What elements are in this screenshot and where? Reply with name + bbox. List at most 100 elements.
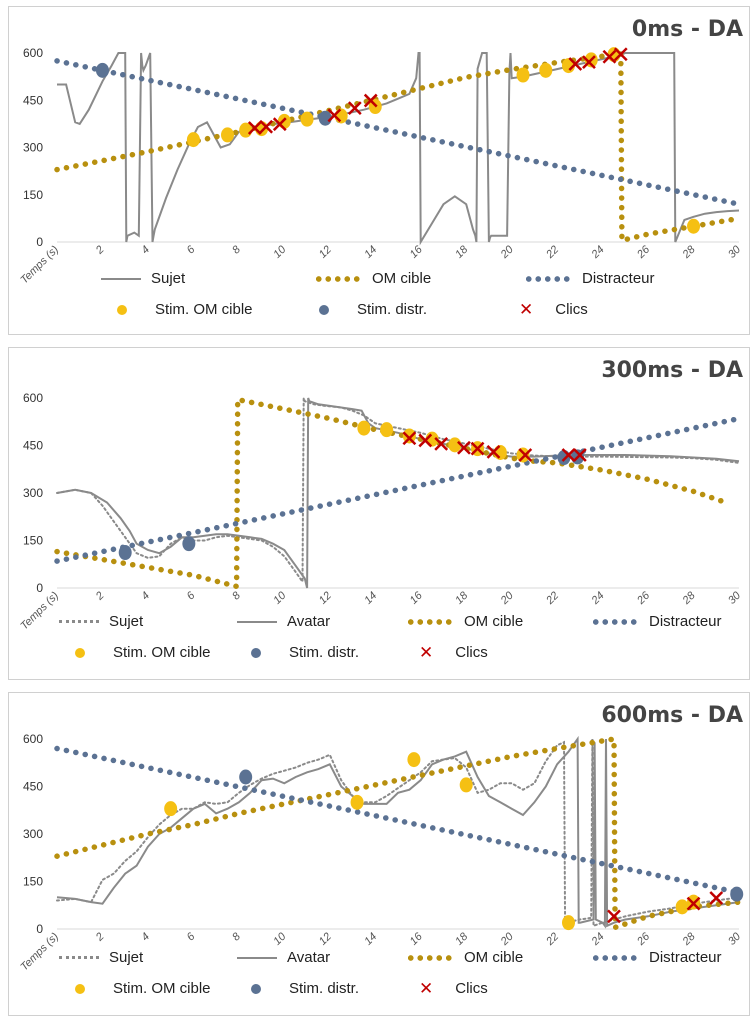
legend-swatch bbox=[591, 618, 639, 625]
x-tick-label: 30 bbox=[726, 589, 744, 607]
legend-item: Avatar bbox=[237, 613, 330, 630]
y-tick-label: 600 bbox=[23, 391, 43, 405]
x-tick-label: 26 bbox=[634, 589, 652, 607]
legend-label: Sujet bbox=[109, 949, 144, 966]
stim-om-cible-point bbox=[687, 218, 701, 234]
legend-item: Distracteur bbox=[591, 949, 722, 966]
stim-om-cible-point bbox=[562, 915, 575, 931]
legend-label: Clics bbox=[455, 980, 488, 997]
x-tick-label: 6 bbox=[185, 930, 198, 943]
clic-x-icon: ✕ bbox=[419, 979, 434, 998]
clic-marker bbox=[486, 444, 501, 459]
x-tick-label: 2 bbox=[93, 931, 107, 945]
x-tick-label: 22 bbox=[543, 590, 561, 608]
legend-item: ✕ Clics bbox=[519, 301, 588, 318]
clic-marker bbox=[470, 441, 485, 456]
legend-swatch bbox=[237, 956, 277, 959]
legend-label: Distracteur bbox=[649, 949, 722, 966]
legend-swatch bbox=[251, 647, 261, 658]
legend-swatch bbox=[101, 277, 141, 280]
x-tick-label: 16 bbox=[408, 243, 426, 261]
x-tick-label: 8 bbox=[230, 930, 243, 943]
legend-swatch bbox=[524, 275, 572, 282]
stim-om-cible-point bbox=[300, 111, 314, 127]
x-tick-label: 28 bbox=[680, 243, 698, 261]
clic-marker bbox=[259, 119, 274, 134]
legend-item: Stim. OM cible bbox=[117, 301, 253, 318]
y-tick-label: 450 bbox=[23, 439, 43, 453]
legend-swatch bbox=[591, 954, 639, 961]
legend-item: OM cible bbox=[314, 270, 431, 287]
legend-item: Stim. distr. bbox=[251, 644, 359, 661]
x-tick-label: 22 bbox=[543, 244, 561, 262]
stim-distr-point bbox=[318, 110, 332, 126]
clic-marker bbox=[572, 448, 587, 462]
x-tick-label: 20 bbox=[498, 930, 516, 948]
x-tick-label: 20 bbox=[498, 589, 516, 607]
y-tick-label: 300 bbox=[23, 141, 43, 155]
legend-item: Sujet bbox=[59, 949, 143, 966]
legend-item: Sujet bbox=[59, 613, 143, 630]
x-tick-label: 18 bbox=[453, 243, 471, 261]
y-tick-label: 0 bbox=[36, 235, 43, 249]
y-tick-label: 0 bbox=[36, 922, 43, 936]
legend-label: Stim. OM cible bbox=[155, 301, 253, 318]
x-tick-label: 2 bbox=[93, 244, 107, 258]
stim-om-cible-point bbox=[448, 437, 462, 453]
y-tick-label: 0 bbox=[36, 581, 43, 595]
stim-om-cible-point bbox=[516, 67, 530, 83]
x-tick-label: 4 bbox=[139, 931, 152, 944]
x-tick-label: 26 bbox=[634, 930, 652, 948]
legend-label: Avatar bbox=[287, 613, 331, 630]
series-line-om-cible bbox=[54, 50, 742, 244]
stim-om-cible-point bbox=[675, 899, 689, 915]
legend-label: Sujet bbox=[109, 613, 144, 630]
x-tick-label: 12 bbox=[317, 244, 334, 261]
stim-distr-point bbox=[730, 886, 744, 902]
legend-swatch bbox=[406, 954, 454, 961]
y-tick-label: 150 bbox=[23, 875, 43, 889]
y-tick-label: 150 bbox=[23, 188, 43, 202]
y-tick-label: 300 bbox=[23, 827, 43, 841]
series-line-distracteur bbox=[54, 58, 742, 207]
series-line-avatar bbox=[56, 397, 740, 589]
legend-label: Stim. OM cible bbox=[113, 980, 211, 997]
stim-distr-point bbox=[557, 450, 571, 466]
legend-swatch bbox=[59, 620, 99, 623]
clic-marker bbox=[457, 440, 471, 455]
legend-label: Stim. distr. bbox=[289, 980, 360, 997]
stim-distr-point bbox=[239, 769, 253, 785]
chart-panel-0ms: 0 150 300 450 600 Temps (s) 2 4 6 8 10 12 14 16 18 20 22… bbox=[8, 6, 750, 335]
x-tick-label: 24 bbox=[589, 244, 607, 262]
clic-marker bbox=[272, 117, 287, 132]
y-tick-label: 450 bbox=[23, 93, 43, 107]
x-tick-label: 10 bbox=[271, 589, 289, 607]
clic-marker bbox=[327, 108, 342, 123]
series-line-distracteur bbox=[54, 745, 742, 896]
stim-om-cible-point bbox=[380, 422, 394, 438]
x-tick-label: 10 bbox=[271, 243, 289, 261]
legend-swatch bbox=[319, 304, 329, 315]
stim-om-cible-point bbox=[350, 794, 364, 810]
x-tick-label: 24 bbox=[589, 931, 607, 949]
series-line-sujet bbox=[56, 738, 740, 928]
legend-label: Distracteur bbox=[582, 270, 655, 287]
x-tick-label: 6 bbox=[185, 589, 198, 602]
clic-marker bbox=[568, 57, 583, 71]
clic-x-icon: ✕ bbox=[419, 643, 434, 662]
x-axis-title: Temps (s) bbox=[18, 243, 61, 286]
legend-item: Distracteur bbox=[591, 613, 722, 630]
clic-marker bbox=[434, 437, 449, 451]
clic-marker bbox=[363, 93, 378, 108]
x-tick-label: 10 bbox=[271, 930, 289, 948]
clic-x-icon: ✕ bbox=[519, 300, 534, 319]
legend-swatch bbox=[117, 304, 127, 315]
clic-marker bbox=[582, 55, 596, 70]
x-tick-label: 4 bbox=[139, 590, 152, 603]
stim-distr-point bbox=[118, 545, 132, 561]
clic-marker bbox=[418, 433, 433, 448]
legend-label: Stim. distr. bbox=[357, 301, 428, 318]
x-axis-title: Temps (s) bbox=[18, 930, 61, 973]
series-line-avatar bbox=[56, 735, 740, 929]
